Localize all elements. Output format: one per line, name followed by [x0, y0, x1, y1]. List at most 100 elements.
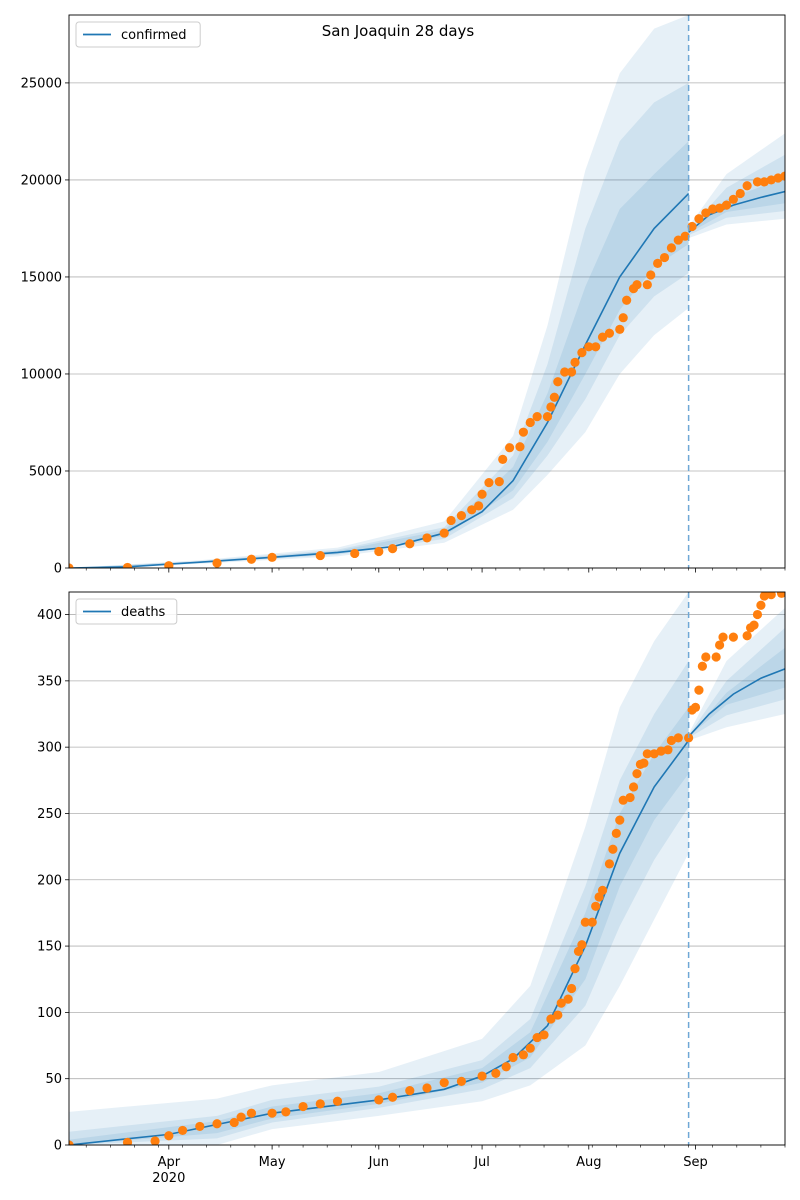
legend-box: [75, 21, 201, 48]
observed-point: [539, 1030, 549, 1040]
observed-point: [439, 528, 449, 538]
panel-confirmed: 0 5000 10000 15000 20000 25000 confirmed: [21, 14, 786, 577]
observed-point: [267, 1108, 277, 1118]
observed-point: [615, 324, 625, 334]
observed-point: [694, 685, 704, 695]
observed-point: [680, 231, 690, 241]
observed-point: [718, 632, 728, 642]
observed-point: [518, 1050, 528, 1060]
y-tick-label: 25000: [21, 76, 62, 91]
observed-point: [477, 489, 487, 499]
observed-point: [374, 1095, 384, 1105]
observed-point: [164, 1131, 174, 1141]
observed-point: [229, 1117, 239, 1128]
x-tick-label: May: [259, 1155, 286, 1170]
legend: deaths: [75, 598, 178, 625]
observed-point: [542, 412, 553, 422]
model-line: [69, 740, 690, 1145]
observed-point: [281, 1107, 291, 1117]
uncertainty-band: [69, 15, 689, 568]
legend-label: confirmed: [121, 28, 187, 43]
observed-point: [122, 562, 133, 568]
forecast-line: [688, 668, 785, 738]
observed-point: [405, 1086, 415, 1096]
observed-point: [759, 592, 769, 601]
observed-point: [446, 515, 456, 526]
observed-point: [515, 442, 525, 452]
observed-point: [615, 815, 625, 825]
observed-point: [350, 548, 360, 559]
observed-point: [714, 203, 725, 213]
observed-point: [756, 600, 766, 610]
observed-point: [690, 702, 701, 712]
x-tick-label: Sep: [683, 1155, 708, 1170]
observed-point: [553, 1010, 563, 1020]
observed-point: [721, 200, 732, 210]
y-tick-label: 5000: [29, 464, 62, 479]
observed-point: [611, 828, 621, 838]
observed-point: [508, 1052, 518, 1063]
y-tick-label: 0: [54, 1139, 62, 1154]
observed-point: [628, 782, 639, 792]
uncertainty-band: [688, 177, 785, 234]
observed-point: [625, 792, 635, 803]
y-tick-label: 20000: [21, 173, 62, 188]
legend-label: deaths: [121, 605, 166, 620]
observed-point: [728, 632, 738, 642]
observed-point: [387, 1092, 398, 1102]
observed-point: [405, 539, 415, 549]
observed-point: [749, 620, 759, 630]
uncertainty-band: [69, 660, 689, 1145]
observed-point: [315, 550, 325, 561]
observed-point: [556, 998, 566, 1008]
legend: confirmed: [75, 21, 201, 48]
observed-point: [673, 733, 683, 743]
x-axis: Apr May Jun Jul Aug Sep 2020: [152, 1155, 707, 1186]
observed-point: [491, 1068, 501, 1078]
observed-point: [477, 1071, 487, 1081]
observed-point: [498, 454, 508, 464]
y-tick-label: 0: [54, 562, 62, 577]
y-tick-label: 300: [37, 741, 62, 756]
observed-point: [735, 188, 745, 199]
observed-point: [553, 377, 563, 387]
observed-point: [714, 640, 725, 650]
observed-point: [69, 563, 74, 568]
observed-point: [122, 1137, 133, 1145]
y-tick-label: 50: [45, 1072, 62, 1087]
observed-point: [150, 1136, 160, 1145]
observed-point: [780, 171, 785, 181]
observed-point: [236, 1112, 246, 1122]
observed-point: [728, 194, 738, 204]
observed-point: [549, 392, 559, 402]
observed-point: [742, 181, 752, 191]
observed-point: [566, 983, 577, 994]
observed-point: [298, 1101, 308, 1112]
observed-point: [546, 1014, 556, 1024]
x-tick-label: Apr: [158, 1155, 181, 1170]
observed-point: [591, 901, 601, 911]
x-year-label: 2020: [152, 1171, 185, 1186]
model-line: [69, 192, 690, 568]
observed-point: [597, 885, 608, 895]
y-tick-label: 400: [37, 608, 62, 623]
observed-point: [639, 758, 649, 768]
observed-point: [659, 252, 670, 263]
observed-point: [622, 295, 632, 305]
observed-point: [267, 552, 277, 562]
observed-point: [632, 280, 642, 290]
observed-point: [439, 1078, 449, 1088]
axes-frame: [68, 14, 786, 569]
observed-point: [608, 844, 618, 854]
x-tick-label: Aug: [576, 1155, 601, 1170]
observed-point: [697, 661, 707, 671]
observed-point: [642, 280, 652, 290]
panel-deaths: 0 50 100 150 200 250 300 350 400 deaths: [37, 591, 786, 1154]
observed-point: [752, 177, 763, 187]
observed-point: [642, 749, 652, 759]
observed-point: [663, 745, 673, 755]
observed-point: [177, 1125, 188, 1136]
observed-point: [456, 511, 467, 521]
observed-point: [580, 917, 590, 927]
observed-point: [546, 402, 556, 412]
